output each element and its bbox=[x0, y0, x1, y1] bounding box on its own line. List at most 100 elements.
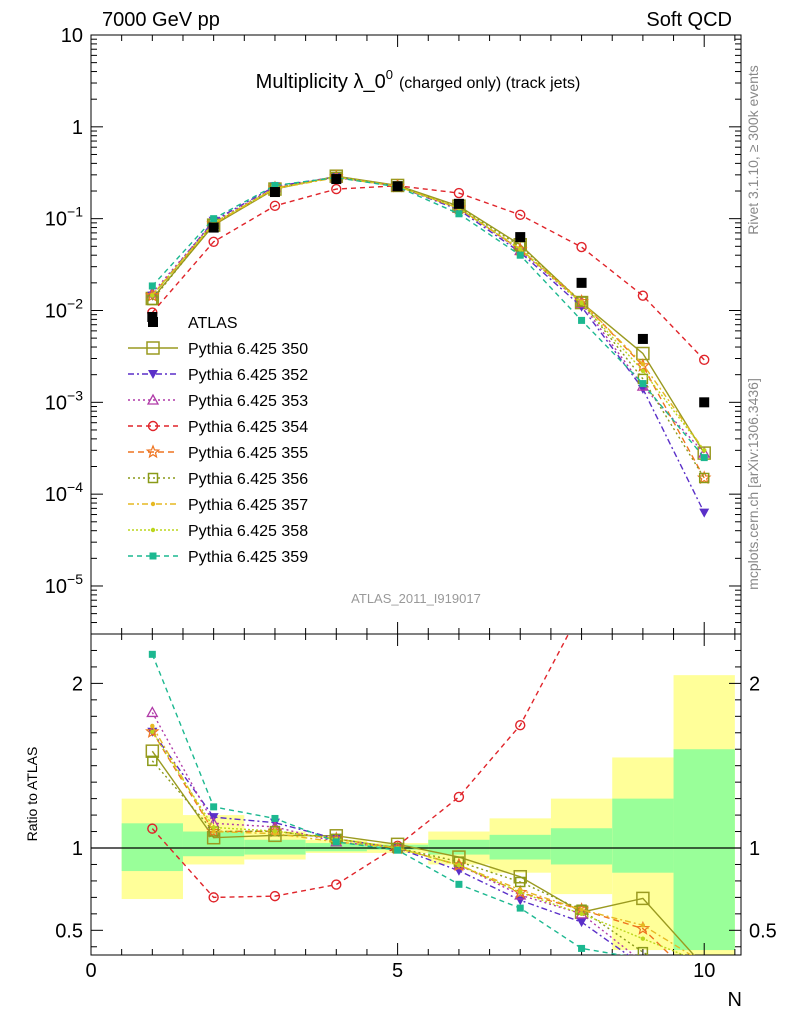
band-inner bbox=[612, 798, 674, 873]
data-point bbox=[145, 724, 160, 739]
data-point bbox=[211, 829, 216, 834]
y-tick-label: 10−2 bbox=[45, 295, 83, 322]
x-tick-label: 5 bbox=[392, 960, 403, 982]
series-ratio-8 bbox=[148, 650, 625, 955]
x-axis-label: N bbox=[728, 989, 742, 1011]
data-point bbox=[640, 368, 646, 374]
series-ratio-line bbox=[151, 750, 695, 955]
data-point bbox=[148, 317, 158, 327]
data-point bbox=[576, 296, 587, 307]
data-point bbox=[331, 879, 342, 890]
data-point bbox=[453, 187, 465, 199]
data-point bbox=[579, 911, 584, 917]
data-point bbox=[148, 370, 158, 379]
legend-label: Pythia 6.425 359 bbox=[188, 549, 308, 566]
data-point bbox=[147, 823, 158, 834]
chart-title-sup: 0 bbox=[386, 67, 393, 82]
legend: ATLAS Pythia 6.425 350 Pythia 6.425 352 Pyt… bbox=[128, 315, 308, 566]
legend-label: Pythia 6.425 357 bbox=[188, 497, 308, 514]
data-point bbox=[636, 891, 650, 906]
data-point bbox=[635, 920, 651, 935]
ratio-uncertainty-bands bbox=[121, 675, 735, 955]
series-line bbox=[151, 176, 705, 451]
data-point bbox=[578, 944, 586, 952]
series-line bbox=[151, 176, 705, 479]
data-point bbox=[150, 501, 156, 507]
data-point bbox=[208, 892, 219, 903]
ratio-y-tick-label-right: 2 bbox=[749, 673, 760, 695]
data-point bbox=[455, 880, 463, 888]
band-inner bbox=[550, 828, 613, 865]
data-point bbox=[210, 215, 218, 223]
data-point bbox=[516, 904, 524, 912]
x-tick-label: 10 bbox=[693, 960, 715, 982]
data-point bbox=[269, 200, 281, 212]
ratio-y-tick-label-right: 1 bbox=[749, 838, 760, 860]
data-point bbox=[514, 876, 526, 888]
band-inner bbox=[489, 834, 551, 860]
chart-title-main: Multiplicity λ_0 bbox=[256, 71, 386, 93]
y-tick-label: 1 bbox=[72, 117, 83, 139]
series-line bbox=[151, 176, 705, 459]
band-inner bbox=[673, 749, 735, 951]
legend-label: Pythia 6.425 350 bbox=[188, 341, 308, 358]
series-ratio-line bbox=[151, 725, 693, 955]
legend-label-atlas: ATLAS bbox=[188, 315, 238, 332]
atlas-data bbox=[147, 174, 710, 408]
data-point bbox=[146, 393, 160, 405]
data-point bbox=[392, 181, 403, 192]
data-point bbox=[635, 358, 651, 372]
data-point bbox=[579, 301, 584, 306]
ratio-y-tick-label: 2 bbox=[72, 673, 83, 695]
data-point bbox=[456, 862, 462, 868]
y-tick-label: 10 bbox=[61, 25, 83, 47]
legend-label: Pythia 6.425 358 bbox=[188, 523, 308, 540]
legend-label: Pythia 6.425 356 bbox=[188, 471, 308, 488]
data-point bbox=[640, 362, 646, 367]
data-point bbox=[148, 282, 156, 290]
data-point bbox=[579, 907, 584, 912]
chart-title: Multiplicity λ_00 (charged only) (track j… bbox=[256, 67, 581, 93]
analysis-id: ATLAS_2011_I919017 bbox=[351, 591, 481, 606]
y-tick-label: 10−4 bbox=[45, 479, 83, 506]
data-point bbox=[518, 890, 523, 895]
data-point bbox=[145, 444, 161, 459]
data-point bbox=[269, 890, 281, 902]
data-point bbox=[332, 838, 340, 846]
data-point bbox=[271, 814, 279, 822]
data-point bbox=[698, 472, 710, 484]
data-point bbox=[578, 316, 586, 324]
data-point bbox=[576, 241, 587, 253]
ratio-y-tick-label-right: 0.5 bbox=[749, 920, 777, 942]
data-point bbox=[271, 181, 279, 189]
series-line bbox=[151, 175, 705, 454]
data-point bbox=[145, 288, 160, 302]
data-point bbox=[208, 236, 219, 247]
y-tick-label: 10−5 bbox=[45, 571, 83, 598]
data-point bbox=[699, 508, 710, 518]
data-point bbox=[640, 923, 646, 928]
series-ratio-line bbox=[151, 731, 686, 955]
data-point bbox=[210, 803, 218, 811]
data-point bbox=[576, 277, 587, 288]
data-point bbox=[455, 210, 463, 218]
data-point bbox=[700, 454, 708, 462]
legend-label: Pythia 6.425 353 bbox=[188, 393, 308, 410]
data-point bbox=[150, 729, 155, 735]
data-point bbox=[515, 232, 526, 243]
data-point bbox=[515, 719, 526, 731]
data-point bbox=[518, 247, 523, 252]
data-point bbox=[150, 293, 155, 298]
x-tick-label: 0 bbox=[85, 960, 96, 982]
series-line bbox=[151, 176, 705, 513]
data-point bbox=[147, 472, 159, 484]
band-inner bbox=[121, 823, 183, 872]
band-inner bbox=[428, 839, 490, 855]
data-point bbox=[211, 825, 216, 830]
series-ratio-line bbox=[151, 731, 630, 955]
data-point bbox=[150, 527, 156, 533]
data-point bbox=[145, 744, 160, 758]
header-left: 7000 GeV pp bbox=[102, 9, 220, 31]
ratio-y-tick-label: 1 bbox=[72, 838, 83, 860]
mcplots-label: mcplots.cern.ch [arXiv:1306.3436] bbox=[745, 378, 761, 590]
